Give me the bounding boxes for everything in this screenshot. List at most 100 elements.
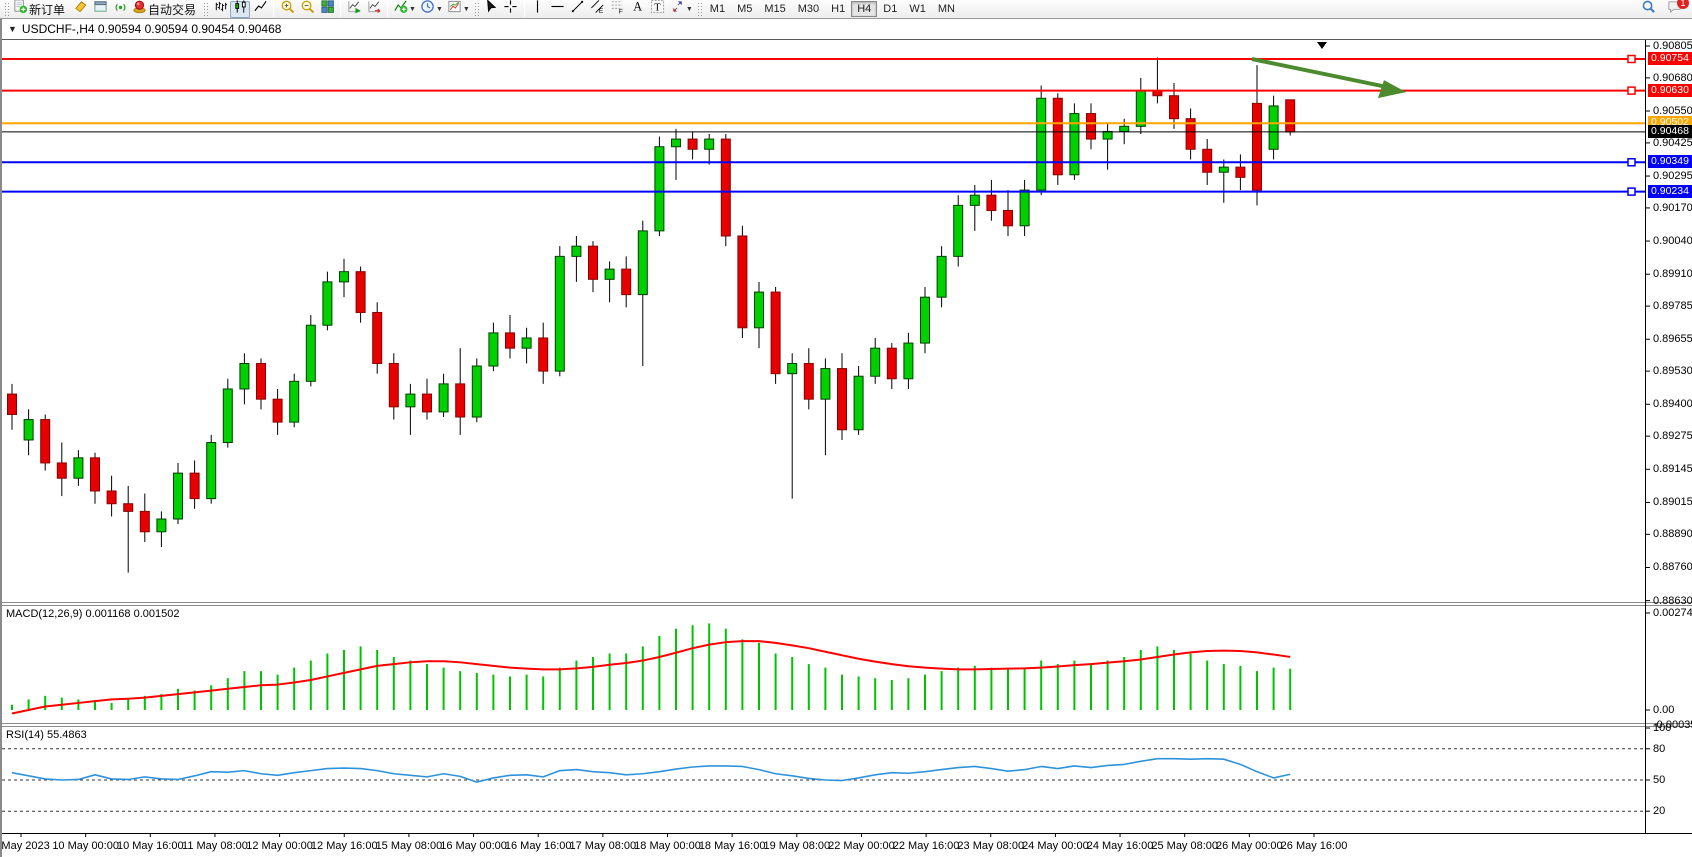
chart-window-button[interactable] [90,1,110,18]
arrows-button[interactable]: ▼ [668,1,695,18]
signals-button[interactable] [110,1,130,18]
price-tick-label: 0.90295 [1653,170,1692,183]
timeframe-h1[interactable]: H1 [831,3,846,15]
svg-text:T: T [655,2,662,13]
timeframe-w1[interactable]: W1 [909,3,926,15]
cursor-icon [483,0,498,19]
hline-price-tag: 0.90630 [1648,83,1692,97]
line-chart-button[interactable] [250,1,270,18]
price-tick-label: 0.90170 [1653,201,1692,214]
fibonacci-button[interactable]: F [608,1,628,18]
periods-button[interactable]: ▼ [418,0,445,19]
text-button[interactable]: A [628,0,648,18]
search-icon [1641,0,1656,19]
tile-windows-button[interactable] [317,0,337,18]
chart-title: USDCHF-,H4 0.90594 0.90594 0.90454 0.904… [21,22,282,36]
cursor-button[interactable] [481,0,501,19]
macd-pane-title: MACD(12,26,9) 0.001168 0.001502 [6,608,180,620]
autotrading-button[interactable]: 自动交易 [130,0,201,19]
time-axis-label: 17 May 08:00 [569,840,637,852]
toolbar-buttons: 新订单 自动交易 ▼ ▼ ▼ E F A T ▼ [2,0,704,19]
zoom-out-button[interactable] [297,0,317,19]
add-indicator-button[interactable]: ▼ [391,0,418,19]
svg-text:E: E [599,8,604,14]
trend-line-button[interactable] [568,0,588,18]
price-tick-label: 0.89015 [1653,496,1692,509]
horizontal-line-icon [550,0,565,19]
axis-layer [2,40,1692,837]
autotrading-label: 自动交易 [148,2,197,17]
chart-shift-button[interactable] [364,1,384,18]
timeframe-mn[interactable]: MN [937,3,955,15]
toolbar-drag-handle[interactable] [203,2,209,16]
zoom-in-icon [280,0,295,19]
text-label-button[interactable]: T [648,0,668,18]
chart-title-bar[interactable]: ▼ USDCHF-,H4 0.90594 0.90594 0.90454 0.9… [2,19,1692,40]
dropdown-caret-icon[interactable]: ▼ [435,5,443,13]
toolbar-drag-handle[interactable] [696,2,702,16]
toolbar-drag-handle[interactable] [4,2,9,16]
dropdown-caret-icon[interactable]: ▼ [409,5,416,13]
rsi-axis-label: 100 [1653,722,1672,734]
fibonacci-icon: F [610,0,625,19]
toolbar-separator [273,1,275,17]
toolbar: 新订单 自动交易 ▼ ▼ ▼ E F A T ▼ M1 M5 M15 M30 H1 H4 D1 W1 MN 1 [0,0,1692,19]
timeframe-m30[interactable]: M30 [797,3,820,15]
chat-button[interactable]: 1 [1664,0,1689,18]
candle-chart-button[interactable] [230,0,251,19]
zoom-in-button[interactable] [277,0,297,19]
timeframe-h4[interactable]: H4 [851,1,878,17]
chart-plot-area[interactable]: 0.90754 0.90630 0.90502 0.90349 0.90234 0.904… [0,40,1692,857]
macd-axis-label: 0.002746 [1653,607,1692,619]
autotrading-icon [132,0,147,19]
macd-signal-line [11,640,1291,715]
horizontal-line-button[interactable] [548,1,568,18]
candle-chart-icon [233,0,248,19]
crosshair-button[interactable] [501,0,521,18]
toolbar-drag-handle[interactable] [473,2,479,16]
chevron-down-icon: ▼ [8,24,17,34]
new-order-button[interactable]: 新订单 [11,0,70,18]
templates-button[interactable]: ▼ [445,0,472,19]
zoom-out-icon [300,0,315,19]
chart-canvas [2,40,1692,837]
timeframe-m1[interactable]: M1 [709,3,726,15]
horizontal-lines-layer[interactable] [2,54,1645,196]
equidistant-channel-button[interactable]: E [588,0,608,18]
search-button[interactable] [1638,0,1658,19]
timeframe-d1[interactable]: D1 [883,3,898,15]
notification-badge: 1 [1677,0,1689,9]
timeframe-m5[interactable]: M5 [737,3,753,15]
price-tick-label: 0.89785 [1653,300,1692,313]
candlestick-layer [7,57,1296,573]
timeframe-m15[interactable]: M15 [764,3,786,15]
dropdown-caret-icon[interactable]: ▼ [685,5,693,13]
macd-axis-label: -0.000355 [1653,718,1692,731]
time-axis-label: 22 May 00:00 [828,840,895,852]
metaeditor-button[interactable] [70,1,90,18]
add-indicator-icon [393,0,408,19]
hline-price-tag: 0.90234 [1648,184,1692,198]
rsi-axis-label: 20 [1653,805,1666,818]
auto-scroll-icon [347,0,362,19]
chart-shift-marker[interactable] [1317,42,1327,49]
templates-icon [447,0,462,19]
indicator-layer [2,623,1645,812]
dropdown-caret-icon[interactable]: ▼ [462,5,470,13]
bar-chart-button[interactable] [210,1,230,18]
rsi-line [11,757,1291,783]
chart-shift-icon [367,0,382,19]
vertical-line-button[interactable] [528,0,548,18]
rsi-axis-label: 80 [1653,742,1666,755]
periods-icon [420,0,435,19]
price-tick-label: 0.89655 [1653,333,1692,346]
price-tick-label: 0.88760 [1653,561,1692,574]
price-tick-label: 0.89910 [1653,268,1692,281]
time-axis-label: 11 May 08:00 [182,840,248,852]
price-tick-label: 0.89275 [1653,430,1692,443]
metaeditor-icon [73,0,88,19]
hline-price-tag: 0.90349 [1648,155,1692,169]
trend-arrow-annotation[interactable] [1251,57,1406,99]
time-axis-label: 26 May 16:00 [1280,840,1348,852]
auto-scroll-button[interactable] [344,1,364,18]
